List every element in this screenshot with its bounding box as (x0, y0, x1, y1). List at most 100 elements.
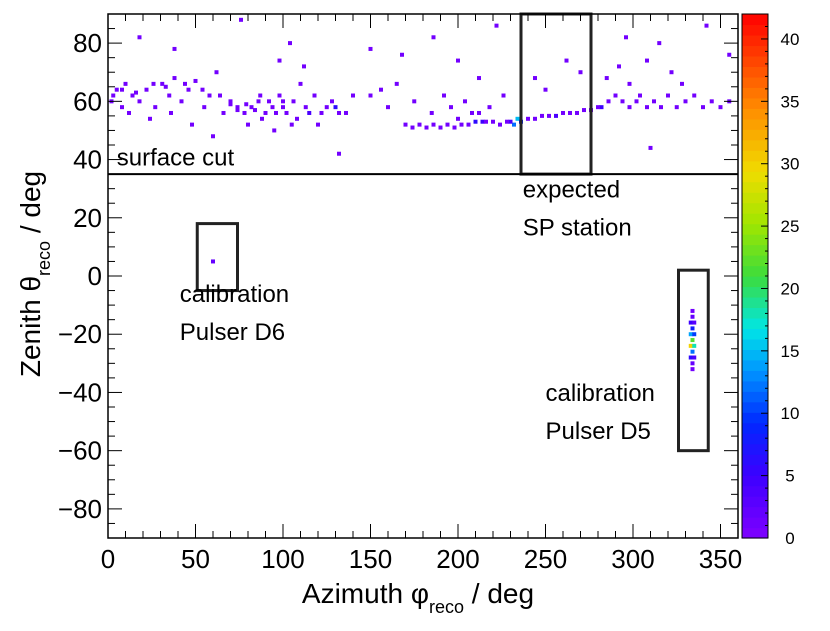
heatmap-bin (200, 87, 205, 92)
heatmap-bin (690, 314, 695, 319)
colorbar-band (742, 255, 768, 267)
heatmap-bin (652, 99, 656, 104)
colorbar-band (742, 34, 768, 47)
heatmap-bin (137, 35, 142, 40)
annotation-line: Pulser D6 (180, 319, 285, 346)
heatmap-bin (692, 320, 697, 325)
heatmap-bin (316, 122, 320, 127)
heatmap-bin (692, 332, 697, 337)
heatmap-bin (620, 99, 625, 104)
colorbar-band (742, 517, 768, 529)
heatmap-bin (330, 99, 334, 104)
colorbar-band (742, 485, 768, 497)
heatmap-bin (267, 99, 271, 104)
x-tick-label: 200 (436, 544, 479, 574)
colorbar-band (742, 129, 768, 141)
heatmap-bin (186, 87, 191, 92)
heatmap-bin (274, 110, 278, 115)
colorbar-band (742, 234, 768, 246)
heatmap-bin (403, 122, 408, 127)
heatmap-bin (253, 108, 257, 113)
annotation-line: calibration (546, 380, 655, 407)
heatmap-bin (114, 87, 119, 92)
colorbar-band (742, 66, 768, 78)
heatmap-bin (263, 110, 268, 115)
heatmap-bin (688, 332, 693, 337)
heatmap-bin (123, 81, 128, 86)
heatmap-bin (701, 105, 705, 110)
heatmap-bin (727, 52, 732, 57)
heatmap-bin (169, 110, 173, 115)
heatmap-bin (211, 259, 215, 264)
colorbar-band (742, 286, 768, 298)
heatmap-bin (568, 110, 572, 115)
heatmap-bin (127, 110, 131, 115)
colorbar-band (742, 213, 768, 225)
heatmap-bin (692, 93, 697, 98)
colorbar-band (742, 506, 768, 518)
heatmap-bin (214, 70, 219, 75)
heatmap-bin (604, 76, 609, 81)
heatmap-bin (218, 93, 222, 98)
y-tick-label: −80 (58, 494, 102, 524)
y-tick-label: −20 (58, 319, 102, 349)
heatmap-bin (277, 58, 282, 63)
heatmap-bin (445, 122, 450, 127)
heatmap-bin (680, 81, 684, 86)
heatmap-bin (709, 99, 714, 104)
heatmap-bin (634, 99, 639, 104)
heatmap-bin (498, 122, 502, 127)
heatmap-bin (718, 105, 723, 110)
heatmap-bin (277, 93, 282, 98)
heatmap-bin (669, 70, 674, 75)
heatmap-bin (291, 99, 296, 104)
y-tick-label: 60 (73, 86, 102, 116)
annotation-pulser-d5: calibration Pulser D5 (546, 380, 655, 445)
annotation-surface-cut: surface cut (117, 144, 235, 171)
heatmap-bin (249, 105, 254, 110)
heatmap-bin (412, 99, 417, 104)
heatmap-bin (512, 122, 516, 127)
heatmap-bin (480, 119, 485, 124)
x-tick-label: 150 (349, 544, 392, 574)
colorbar-band (742, 307, 768, 319)
heatmap-bin (190, 122, 194, 127)
heatmap-bin (431, 35, 436, 40)
heatmap-bin (547, 113, 551, 118)
colorbar-band (742, 276, 768, 288)
colorbar-band (742, 422, 768, 434)
z-tick-label: 35 (781, 92, 800, 111)
heatmap-bin (193, 78, 198, 83)
heatmap-bin (688, 320, 693, 325)
heatmap-bin (298, 81, 303, 86)
heatmap-bin (221, 110, 226, 115)
heatmap-bin (337, 110, 341, 115)
heatmap-bin (235, 108, 240, 113)
heatmap-bin (172, 46, 177, 51)
heatmap-bin (449, 105, 453, 110)
heatmap-bin (688, 355, 693, 360)
heatmap-bin (319, 110, 324, 115)
heatmap-bin (302, 64, 306, 69)
heatmap-bin (235, 105, 240, 110)
z-tick-label: 15 (781, 342, 800, 361)
z-tick-label: 25 (781, 217, 800, 236)
annotation-line: surface cut (117, 144, 235, 171)
pulser-d6-box (195, 222, 239, 293)
colorbar-band (742, 244, 768, 256)
heatmap-bin (690, 308, 695, 313)
colorbar-band (742, 317, 768, 329)
colorbar-band (742, 171, 768, 183)
colorbar-band (742, 380, 768, 392)
heatmap-bin (303, 105, 308, 110)
heatmap-bin (179, 99, 184, 104)
heatmap-bin (543, 87, 548, 92)
annotations: surface cut expected SP station calibration… (117, 144, 655, 445)
y-tick-label: 80 (73, 28, 102, 58)
colorbar-band (742, 24, 768, 36)
annotation-line: Pulser D5 (546, 418, 651, 445)
colorbar-band (742, 160, 768, 172)
y-tick-label: −40 (58, 377, 102, 407)
colorbar-band (742, 108, 768, 120)
colorbar-band (742, 401, 768, 413)
